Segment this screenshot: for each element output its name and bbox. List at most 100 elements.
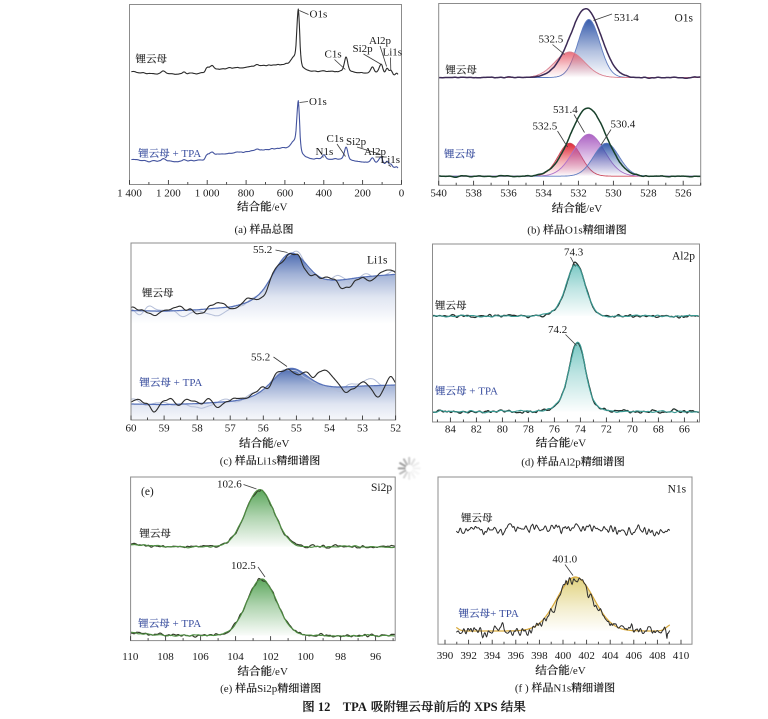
svg-text:O1s: O1s [565, 225, 583, 237]
svg-text:N1s: N1s [668, 484, 687, 496]
svg-text:78: 78 [523, 424, 535, 436]
svg-text:Si2p: Si2p [257, 683, 278, 695]
svg-text:/eV: /eV [272, 202, 288, 214]
svg-text:+ TPA: + TPA [490, 608, 519, 620]
svg-text:/eV: /eV [272, 666, 288, 678]
svg-text:530.4: 530.4 [611, 119, 636, 131]
svg-text:102.6: 102.6 [217, 479, 242, 491]
svg-text:+ TPA: + TPA [170, 618, 202, 630]
svg-text:534: 534 [535, 188, 552, 200]
svg-text:Al2p: Al2p [364, 146, 387, 158]
svg-text:538: 538 [465, 188, 482, 200]
svg-text:1 000: 1 000 [195, 188, 220, 200]
svg-text:/eV: /eV [586, 203, 602, 215]
svg-text:0: 0 [399, 188, 405, 200]
svg-text:TPA: TPA [343, 700, 370, 714]
svg-text:/eV: /eV [570, 665, 586, 677]
svg-text:/eV: /eV [274, 438, 290, 450]
svg-text:74.3: 74.3 [564, 247, 584, 259]
svg-text:54: 54 [324, 423, 336, 435]
svg-text:+ TPA: + TPA [467, 386, 499, 398]
svg-text:Si2p: Si2p [371, 482, 392, 494]
svg-text:102: 102 [262, 651, 279, 663]
svg-text:106: 106 [192, 651, 209, 663]
svg-text:C1s: C1s [327, 133, 344, 145]
svg-text:532.5: 532.5 [539, 34, 564, 46]
svg-text:N1s: N1s [316, 146, 334, 158]
svg-text:53: 53 [357, 423, 369, 435]
svg-text:12: 12 [315, 700, 331, 714]
svg-text:408: 408 [649, 650, 666, 662]
svg-text:52: 52 [390, 423, 401, 435]
svg-text:68: 68 [653, 424, 665, 436]
svg-text:/eV: /eV [570, 438, 586, 450]
svg-text:84: 84 [445, 424, 457, 436]
svg-text:(d): (d) [521, 456, 537, 468]
svg-text:1 200: 1 200 [156, 188, 181, 200]
svg-text:Al2p: Al2p [369, 35, 392, 47]
svg-text:59: 59 [159, 423, 171, 435]
svg-text:(c): (c) [220, 455, 235, 467]
svg-text:532.5: 532.5 [533, 121, 558, 133]
svg-text:70: 70 [627, 424, 639, 436]
svg-text:800: 800 [238, 188, 255, 200]
svg-text:(f ): (f ) [515, 683, 532, 695]
svg-text:+ TPA: + TPA [171, 377, 203, 389]
svg-text:Li1s: Li1s [381, 154, 401, 166]
svg-text:58: 58 [192, 423, 204, 435]
svg-text:(e): (e) [220, 683, 235, 695]
svg-text:536: 536 [500, 188, 517, 200]
svg-text:394: 394 [484, 650, 501, 662]
svg-text:Li1s: Li1s [257, 455, 277, 467]
svg-text:XPS: XPS [471, 700, 501, 714]
svg-text:+ TPA: + TPA [170, 148, 202, 160]
svg-text:531.4: 531.4 [553, 104, 578, 116]
svg-text:530: 530 [605, 188, 622, 200]
svg-text:O1s: O1s [310, 9, 328, 21]
svg-text:Al2p: Al2p [559, 456, 582, 468]
svg-text:74.2: 74.2 [548, 324, 567, 336]
svg-text:Li1s: Li1s [383, 47, 403, 59]
svg-text:526: 526 [675, 188, 692, 200]
svg-text:55.2: 55.2 [253, 244, 272, 256]
svg-text:N1s: N1s [553, 683, 571, 695]
svg-text:(a): (a) [235, 224, 250, 236]
svg-text:390: 390 [437, 650, 454, 662]
svg-text:55.2: 55.2 [251, 352, 270, 364]
svg-text:80: 80 [497, 424, 509, 436]
svg-text:Li1s: Li1s [367, 255, 388, 267]
svg-text:600: 600 [277, 188, 294, 200]
svg-text:57: 57 [225, 423, 237, 435]
svg-text:98: 98 [335, 651, 347, 663]
svg-text:531.4: 531.4 [614, 12, 639, 24]
svg-text:100: 100 [297, 651, 314, 663]
svg-text:C1s: C1s [325, 49, 342, 61]
svg-text:398: 398 [531, 650, 548, 662]
svg-text:56: 56 [258, 423, 270, 435]
svg-text:400: 400 [316, 188, 333, 200]
svg-text:528: 528 [640, 188, 657, 200]
svg-text:108: 108 [157, 651, 174, 663]
svg-text:96: 96 [370, 651, 382, 663]
svg-text:200: 200 [354, 188, 371, 200]
svg-text:410: 410 [673, 650, 690, 662]
svg-text:400: 400 [555, 650, 572, 662]
svg-text:72: 72 [601, 424, 612, 436]
svg-text:404: 404 [602, 650, 619, 662]
svg-text:Si2p: Si2p [346, 136, 367, 148]
svg-text:532: 532 [570, 188, 587, 200]
svg-text:O1s: O1s [675, 13, 694, 25]
svg-text:(b): (b) [527, 225, 543, 237]
svg-text:76: 76 [549, 424, 561, 436]
svg-text:104: 104 [227, 651, 244, 663]
svg-text:O1s: O1s [309, 96, 327, 108]
svg-text:Si2p: Si2p [353, 43, 374, 55]
svg-text:392: 392 [460, 650, 477, 662]
svg-text:406: 406 [626, 650, 643, 662]
svg-text:66: 66 [679, 424, 691, 436]
svg-text:102.5: 102.5 [231, 560, 256, 572]
svg-text:402: 402 [578, 650, 595, 662]
svg-text:401.0: 401.0 [552, 554, 577, 566]
svg-text:110: 110 [122, 651, 139, 663]
svg-text:60: 60 [126, 423, 138, 435]
